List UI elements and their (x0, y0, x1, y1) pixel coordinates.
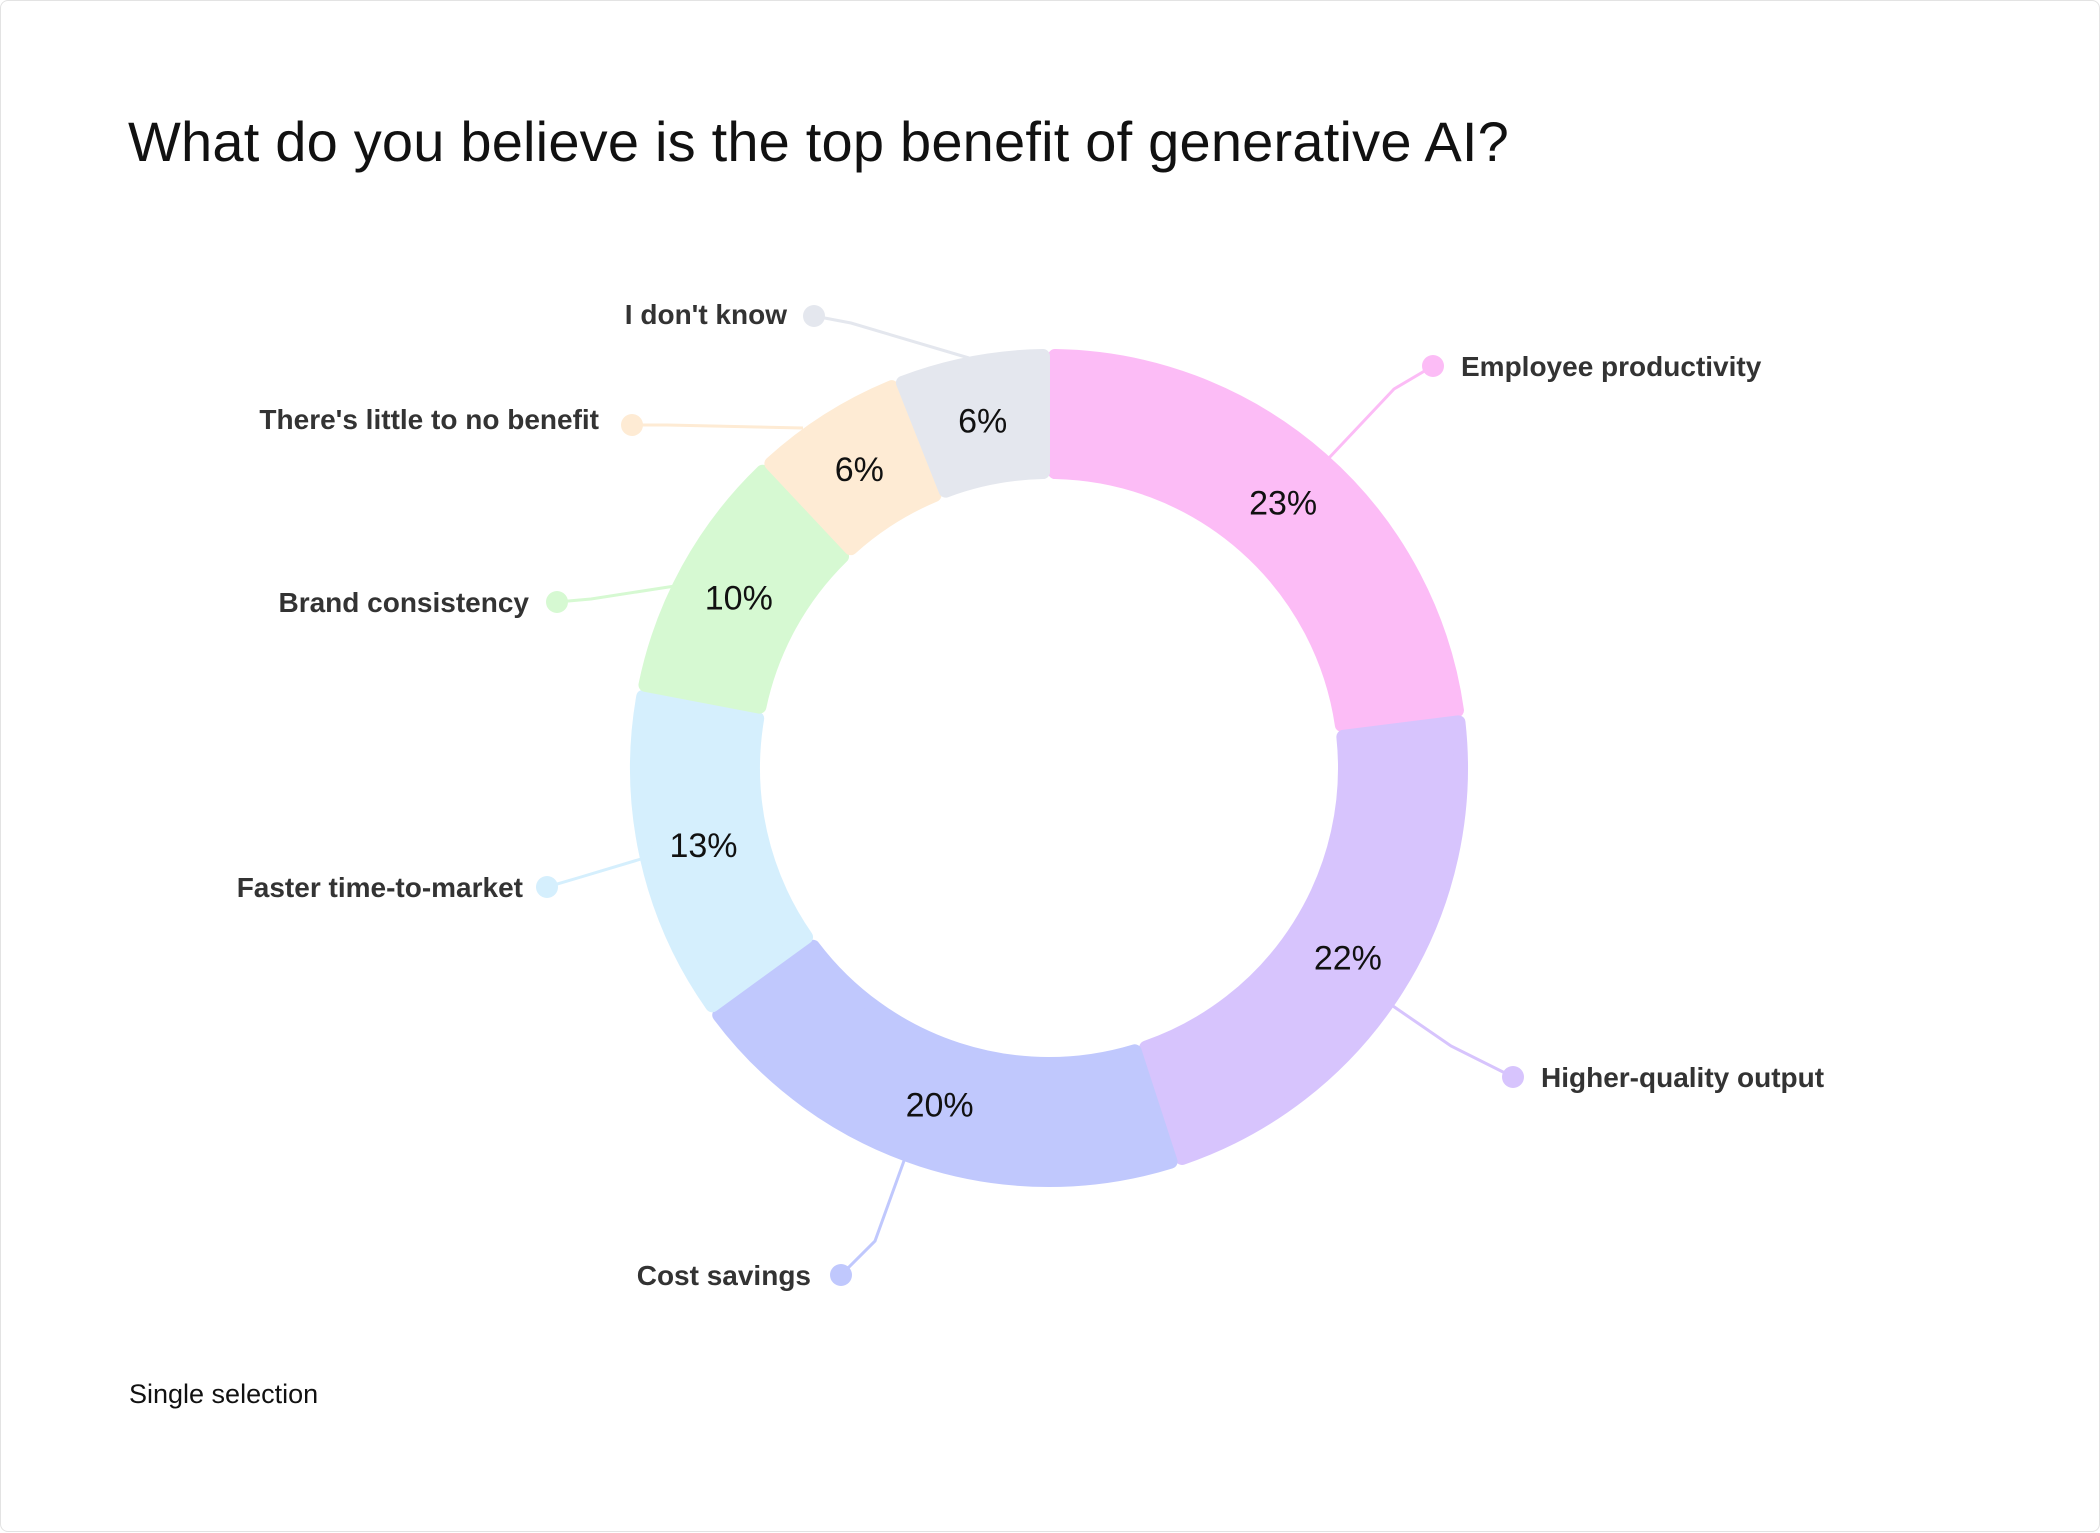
donut-slice (1139, 715, 1468, 1165)
slice-category-label: Brand consistency (278, 587, 529, 618)
donut-slice (630, 689, 814, 1013)
slice-category-label: Higher-quality output (1541, 1062, 1824, 1093)
chart-title: What do you believe is the top benefit o… (128, 110, 1509, 173)
leader-line (1389, 1002, 1514, 1079)
slice-value-label: 6% (958, 402, 1007, 440)
slice-value-label: 10% (705, 579, 773, 617)
donut-slice (1048, 349, 1464, 732)
footnote: Single selection (129, 1379, 319, 1409)
leader-dot (1502, 1066, 1524, 1088)
leader-dot (546, 591, 568, 613)
leader-line (813, 314, 970, 360)
leader-line (632, 423, 804, 430)
leader-line (1326, 364, 1434, 461)
slice-category-label: Employee productivity (1461, 351, 1762, 382)
slice-value-label: 6% (835, 451, 884, 489)
leader-dot (830, 1264, 852, 1286)
leader-dot (621, 414, 643, 436)
slice-category-label: There's little to no benefit (259, 404, 599, 435)
donut-slice (764, 380, 942, 556)
slice-value-label: 23% (1249, 484, 1317, 522)
leader-dot (803, 305, 825, 327)
slice-category-label: Cost savings (637, 1260, 811, 1291)
donut-slice (712, 939, 1178, 1187)
slice-value-label: 20% (906, 1087, 974, 1125)
leader-dot (536, 876, 558, 898)
slice-value-label: 22% (1314, 940, 1382, 978)
slice-value-label: 13% (669, 827, 737, 865)
donut-slice (638, 464, 850, 714)
leader-line (839, 1157, 907, 1277)
leader-dot (1422, 355, 1444, 377)
slice-category-label: I don't know (625, 299, 787, 330)
slice-category-label: Faster time-to-market (237, 872, 523, 903)
leader-line (546, 857, 642, 889)
donut-slice (895, 349, 1050, 498)
leader-line (556, 584, 676, 604)
